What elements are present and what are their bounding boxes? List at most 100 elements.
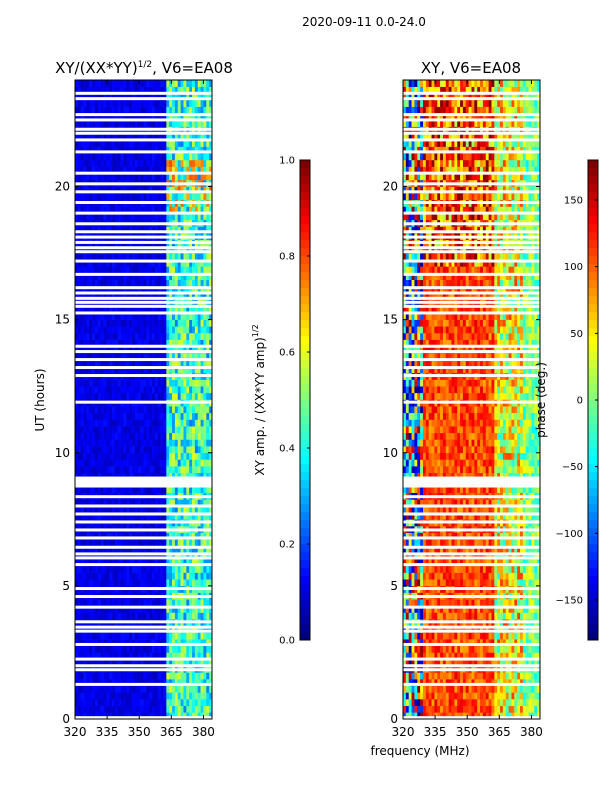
heatmap-cell	[169, 466, 173, 474]
heatmap-cell	[132, 379, 136, 387]
heatmap-cell	[97, 153, 101, 161]
heatmap-cell	[197, 486, 201, 493]
heatmap-cell	[471, 692, 475, 700]
heatmap-cell	[200, 286, 204, 294]
heatmap-cell	[89, 499, 93, 507]
heatmap-cell	[146, 406, 150, 414]
heatmap-cell	[140, 312, 144, 320]
heatmap-cell	[77, 319, 81, 327]
heatmap-cell	[112, 206, 116, 214]
heatmap-cell	[172, 426, 176, 434]
heatmap-cell	[126, 446, 130, 454]
heatmap-cell	[100, 359, 104, 367]
heatmap-cell	[192, 625, 196, 633]
flagged-time-row	[75, 150, 212, 154]
heatmap-cell	[517, 712, 521, 720]
heatmap-cell	[200, 612, 204, 620]
heatmap-cell	[152, 705, 156, 713]
heatmap-cell	[169, 472, 173, 480]
heatmap-cell	[166, 99, 170, 107]
heatmap-cell	[192, 699, 196, 706]
heatmap-cell	[137, 386, 141, 394]
heatmap-cell	[200, 253, 204, 261]
heatmap-cell	[75, 565, 79, 573]
colorbar-segment	[300, 352, 310, 361]
heatmap-cell	[157, 452, 161, 460]
heatmap-cell	[106, 226, 110, 234]
heatmap-cell	[192, 659, 196, 667]
heatmap-cell	[112, 293, 116, 300]
heatmap-cell	[163, 346, 167, 354]
heatmap-cell	[120, 705, 124, 713]
heatmap-cell	[149, 293, 153, 300]
flagged-time-row	[75, 629, 212, 633]
heatmap-cell	[123, 246, 127, 254]
heatmap-cell	[100, 346, 104, 354]
heatmap-cell	[112, 579, 116, 587]
heatmap-cell	[129, 346, 133, 354]
heatmap-cell	[194, 266, 199, 274]
heatmap-cell	[154, 545, 159, 553]
heatmap-cell	[152, 293, 156, 300]
heatmap-cell	[172, 206, 176, 214]
heatmap-cell	[83, 565, 87, 573]
heatmap-cell	[89, 652, 93, 660]
heatmap-cell	[106, 213, 110, 221]
heatmap-cell	[177, 605, 181, 613]
heatmap-cell	[100, 293, 104, 300]
heatmap-cell	[431, 685, 435, 693]
heatmap-cell	[83, 645, 87, 653]
heatmap-cell	[448, 692, 452, 700]
heatmap-cell	[206, 186, 210, 194]
heatmap-cell	[114, 213, 119, 221]
heatmap-cell	[172, 173, 176, 181]
heatmap-cell	[129, 645, 133, 653]
heatmap-cell	[197, 319, 201, 327]
heatmap-cell	[514, 705, 518, 713]
heatmap-cell	[86, 419, 90, 427]
heatmap-cell	[120, 446, 124, 454]
heatmap-cell	[192, 279, 196, 287]
heatmap-cell	[180, 386, 184, 394]
heatmap-cell	[160, 326, 164, 334]
colorbar-segment	[300, 616, 310, 625]
heatmap-cell	[172, 246, 176, 254]
heatmap-cell	[112, 193, 116, 201]
heatmap-cell	[117, 459, 121, 467]
heatmap-cell	[154, 466, 159, 474]
colorbar-segment	[300, 392, 310, 401]
heatmap-cell	[80, 532, 84, 540]
heatmap-cell	[92, 266, 96, 274]
heatmap-cell	[146, 246, 150, 254]
heatmap-cell	[89, 545, 93, 553]
heatmap-cell	[197, 532, 201, 540]
heatmap-cell	[106, 565, 110, 573]
heatmap-cell	[183, 652, 187, 660]
heatmap-cell	[114, 99, 119, 107]
heatmap-cell	[132, 146, 136, 154]
heatmap-cell	[100, 559, 104, 567]
heatmap-cell	[520, 712, 524, 720]
heatmap-cell	[180, 565, 184, 573]
heatmap-cell	[100, 472, 104, 480]
heatmap-cell	[209, 612, 213, 620]
heatmap-cell	[200, 506, 204, 513]
heatmap-cell	[203, 279, 207, 287]
heatmap-cell	[160, 359, 164, 367]
heatmap-cell	[132, 326, 136, 334]
heatmap-cell	[80, 379, 84, 387]
heatmap-cell	[166, 339, 170, 347]
heatmap-cell	[100, 139, 104, 147]
heatmap-cell	[114, 392, 119, 400]
heatmap-cell	[83, 86, 87, 94]
heatmap-cell	[192, 359, 196, 367]
heatmap-cell	[94, 339, 99, 347]
heatmap-cell	[120, 565, 124, 573]
heatmap-cell	[83, 426, 87, 434]
heatmap-cell	[480, 692, 484, 700]
heatmap-cell	[123, 346, 127, 354]
heatmap-cell	[80, 352, 84, 360]
heatmap-cell	[120, 486, 124, 493]
heatmap-cell	[183, 559, 187, 567]
heatmap-cell	[203, 273, 207, 280]
